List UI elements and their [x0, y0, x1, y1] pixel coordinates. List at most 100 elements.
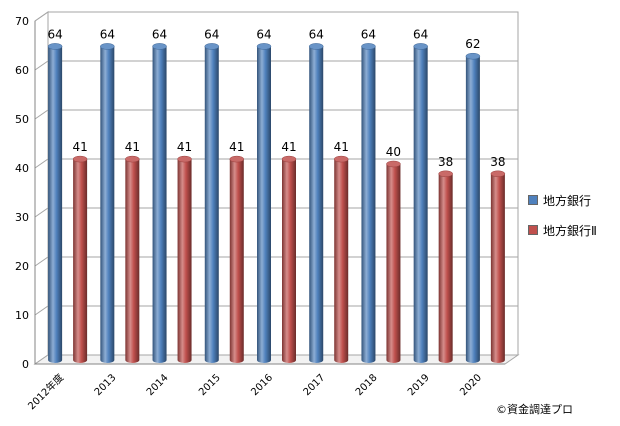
bar-series-2	[281, 155, 297, 363]
bars: 64 41 2012年度 64 41 2013 64 41 2014 64 41 2015 64 41 20…	[25, 27, 506, 412]
data-label: 64	[361, 27, 376, 41]
copyright-credit: ©資金調達プロ	[496, 403, 573, 416]
x-tick-label: 2012年度	[25, 371, 66, 412]
bar-top	[152, 43, 167, 50]
bar-top	[308, 43, 324, 50]
data-label: 64	[413, 27, 428, 41]
bar-top	[281, 155, 297, 163]
bar-top	[333, 155, 349, 163]
legend: 地方銀行 地方銀行Ⅱ	[528, 190, 597, 250]
bar-body	[100, 46, 115, 364]
bar-top	[47, 43, 63, 50]
x-tick-label: 2014	[145, 372, 171, 398]
bar-body	[257, 46, 271, 364]
x-tick-label: 2019	[406, 372, 432, 398]
gridline	[34, 109, 518, 120]
bar-body	[438, 173, 453, 363]
bar-top	[490, 170, 506, 178]
x-tick-label: 2013	[93, 372, 119, 398]
bar-top	[361, 43, 376, 50]
bar-body	[125, 159, 140, 363]
bar-top	[72, 155, 88, 163]
y-tick-label: 20	[15, 260, 29, 273]
bar-series-1	[204, 43, 220, 364]
y-tick-label: 10	[15, 309, 29, 322]
bar-body	[309, 46, 324, 364]
data-label: 64	[152, 27, 167, 41]
data-label: 64	[204, 27, 219, 41]
bar-series-2	[490, 170, 506, 363]
bar-top	[413, 43, 428, 50]
bar-series-2	[438, 170, 453, 363]
bar-body	[152, 46, 167, 364]
data-label: 64	[256, 27, 271, 41]
data-label: 64	[100, 27, 115, 41]
bar-top	[256, 43, 272, 50]
bar-body	[48, 46, 63, 364]
y-tick-label: 40	[15, 162, 29, 175]
bar-series-2	[125, 155, 140, 363]
data-label: 64	[309, 27, 324, 41]
gridline	[34, 305, 518, 316]
y-tick-label: 0	[22, 358, 29, 371]
data-label: 41	[72, 140, 87, 154]
bar-top	[100, 43, 115, 50]
bar-series-1	[308, 43, 324, 364]
x-tick-label: 2020	[458, 372, 484, 398]
gridline	[34, 11, 518, 22]
bar-top	[204, 43, 220, 50]
bar-top	[229, 155, 245, 163]
data-label: 38	[438, 155, 453, 169]
bar-body	[334, 159, 349, 363]
data-label: 38	[490, 155, 505, 169]
bar-top	[125, 155, 140, 163]
bar-body	[73, 159, 88, 363]
legend-item-series-1: 地方銀行	[528, 190, 597, 210]
x-tick-label: 2018	[354, 372, 380, 398]
legend-label-series-2: 地方銀行Ⅱ	[543, 223, 597, 238]
gridline	[34, 207, 518, 218]
data-label: 41	[281, 140, 296, 154]
bar-series-2	[177, 155, 192, 363]
bar-series-1	[100, 43, 115, 364]
bar-series-1	[47, 43, 63, 364]
bar-series-2	[333, 155, 349, 363]
data-label: 41	[125, 140, 140, 154]
y-tick-label: 60	[15, 64, 29, 77]
bar-body	[361, 46, 376, 364]
bar-top	[177, 155, 192, 163]
y-tick-label: 70	[15, 15, 29, 28]
legend-swatch-series-1	[528, 195, 538, 205]
gridlines: 0 10 20 30 40 50 60 70	[15, 11, 518, 371]
bar-body	[386, 164, 401, 363]
legend-item-series-2: 地方銀行Ⅱ	[528, 220, 597, 240]
bar-series-1	[361, 43, 376, 364]
data-label: 40	[386, 145, 401, 159]
data-label: 64	[47, 27, 62, 41]
bar-body	[413, 46, 428, 364]
bar-top	[386, 160, 401, 168]
bar-body	[282, 159, 296, 363]
legend-swatch-series-2	[528, 225, 538, 235]
data-label: 41	[334, 140, 349, 154]
bar-series-2	[386, 160, 401, 363]
bar-body	[465, 56, 480, 363]
legend-label-series-1: 地方銀行	[543, 193, 592, 208]
gridline	[34, 256, 518, 267]
bar-series-2	[72, 155, 88, 363]
x-tick-label: 2015	[197, 372, 223, 398]
bar-series-1	[152, 43, 167, 364]
data-label: 41	[177, 140, 192, 154]
gridline	[34, 60, 518, 71]
data-label: 41	[229, 140, 244, 154]
y-tick-label: 30	[15, 211, 29, 224]
bar-series-1	[413, 43, 428, 364]
bar-top	[438, 170, 453, 178]
data-label: 62	[465, 37, 480, 51]
gridline	[34, 158, 518, 169]
bar-body	[177, 159, 192, 363]
x-tick-label: 2017	[302, 372, 328, 398]
x-tick-label: 2016	[249, 372, 275, 398]
bar-series-1	[465, 52, 481, 363]
